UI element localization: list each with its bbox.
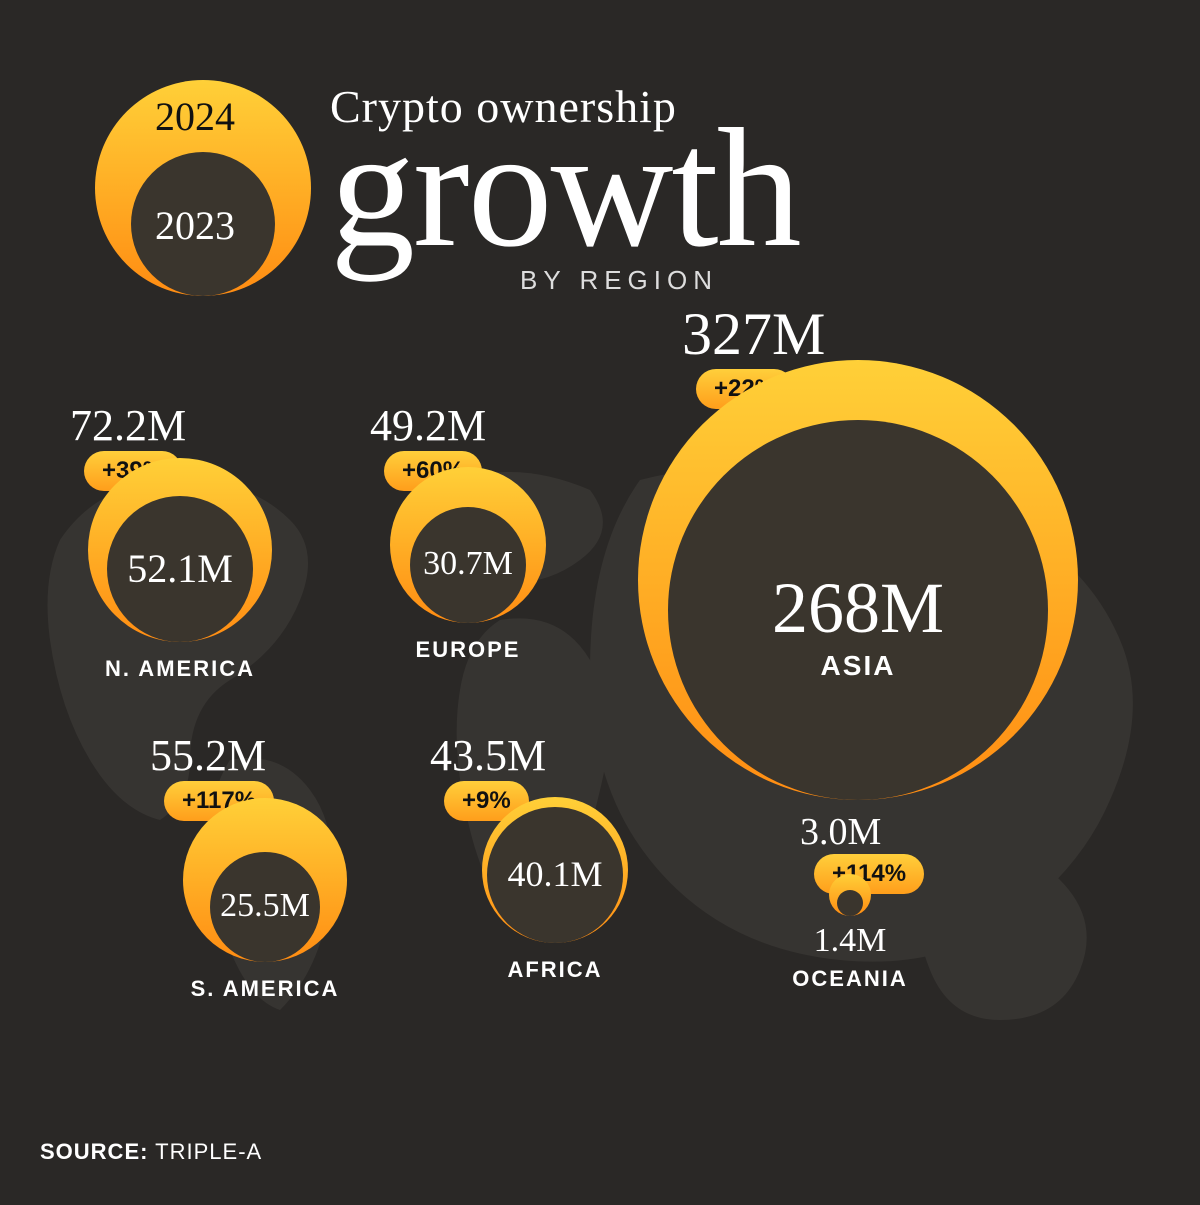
- value-2024: 327M: [682, 301, 825, 367]
- value-2024: 3.0M: [800, 811, 881, 853]
- value-2024: 72.2M: [70, 401, 186, 450]
- source-label: SOURCE:: [40, 1139, 148, 1164]
- region-name: AFRICA: [445, 957, 665, 983]
- region-name: EUROPE: [358, 637, 578, 663]
- title-growth: growth: [330, 125, 800, 253]
- value-2024: 55.2M: [150, 731, 266, 780]
- value-2023: 30.7M: [410, 545, 526, 583]
- source-value: TRIPLE-A: [155, 1139, 262, 1164]
- region-name: OCEANIA: [760, 966, 940, 992]
- value-2023: 40.1M: [487, 853, 623, 895]
- value-2023: 1.4M: [790, 922, 910, 960]
- legend-eclipse: 20242023: [95, 80, 311, 296]
- region-name: S. AMERICA: [155, 976, 375, 1002]
- value-2023: 268M: [668, 567, 1048, 650]
- value-2023: 25.5M: [210, 887, 320, 925]
- region-name: ASIA: [768, 650, 948, 682]
- region-name: N. AMERICA: [70, 656, 290, 682]
- title-block: Crypto ownership growth BY REGION: [330, 80, 800, 296]
- value-2024: 43.5M: [430, 731, 546, 780]
- value-2023: 52.1M: [107, 545, 253, 592]
- value-2024: 49.2M: [370, 401, 486, 450]
- source-line: SOURCE: TRIPLE-A: [40, 1139, 262, 1165]
- eclipse-icon: [829, 874, 871, 921]
- eclipse-icon: [183, 798, 347, 967]
